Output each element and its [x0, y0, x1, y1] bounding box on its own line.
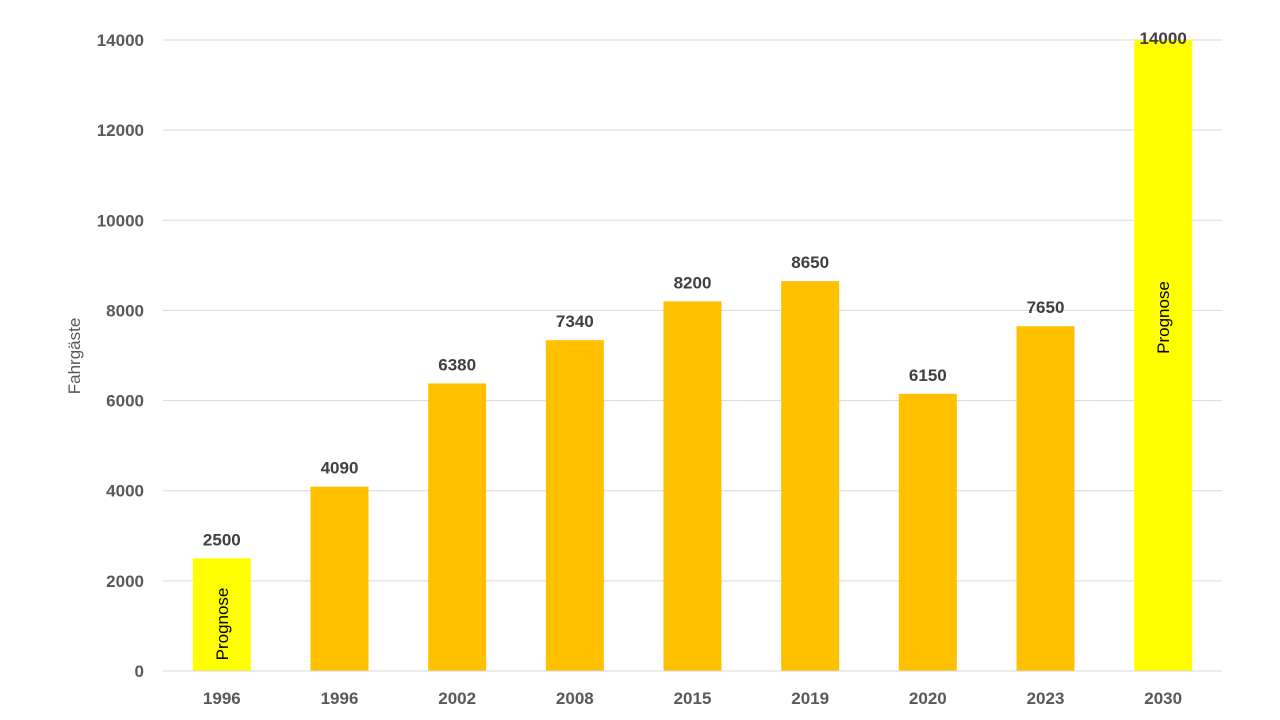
y-axis-label: Fahrgäste: [65, 318, 84, 395]
data-label: 14000: [1140, 29, 1187, 48]
data-label: 7340: [556, 312, 594, 331]
bar-3: [545, 340, 604, 671]
bar-annotation: Prognose: [1154, 281, 1173, 354]
bars: [192, 40, 1193, 671]
x-axis-category-labels: 1996 1996 2002 2008 2015 2019 2020 2023 2030: [203, 689, 1182, 708]
data-label: 7650: [1027, 298, 1065, 317]
bar-1: [310, 486, 369, 671]
bar-5: [781, 281, 840, 671]
y-tick-label: 6000: [106, 392, 144, 411]
bar-8: [1134, 40, 1193, 671]
bar-2: [428, 383, 487, 671]
x-category-label: 2020: [909, 689, 947, 708]
data-label: 6380: [438, 355, 476, 374]
y-tick-label: 0: [135, 662, 144, 681]
x-category-label: 2008: [556, 689, 594, 708]
y-tick-label: 8000: [106, 301, 144, 320]
y-tick-label: 12000: [97, 121, 144, 140]
y-tick-label: 14000: [97, 31, 144, 50]
y-tick-label: 2000: [106, 572, 144, 591]
data-label: 8650: [791, 253, 829, 272]
data-label: 2500: [203, 530, 241, 549]
bar-0: [192, 558, 251, 671]
bar-annotation: Prognose: [213, 588, 232, 661]
y-tick-label: 4000: [106, 482, 144, 501]
data-labels: 2500 4090 6380 7340 8200 8650 6150 7650 14000: [203, 29, 1187, 549]
bar-annotations: Prognose Prognose: [213, 281, 1173, 660]
x-category-label: 2030: [1144, 689, 1182, 708]
x-category-label: 2019: [791, 689, 829, 708]
data-label: 6150: [909, 366, 947, 385]
y-tick-label: 10000: [97, 211, 144, 230]
x-category-label: 1996: [203, 689, 241, 708]
data-label: 4090: [321, 459, 359, 478]
bar-4: [663, 301, 722, 671]
x-category-label: 2015: [674, 689, 712, 708]
x-category-label: 2002: [438, 689, 476, 708]
x-category-label: 2023: [1027, 689, 1065, 708]
bar-7: [1016, 326, 1075, 671]
x-category-label: 1996: [321, 689, 359, 708]
bar-6: [898, 393, 957, 671]
y-axis-tick-labels: 0 2000 4000 6000 8000 10000 12000 14000: [97, 31, 144, 681]
data-label: 8200: [674, 273, 712, 292]
